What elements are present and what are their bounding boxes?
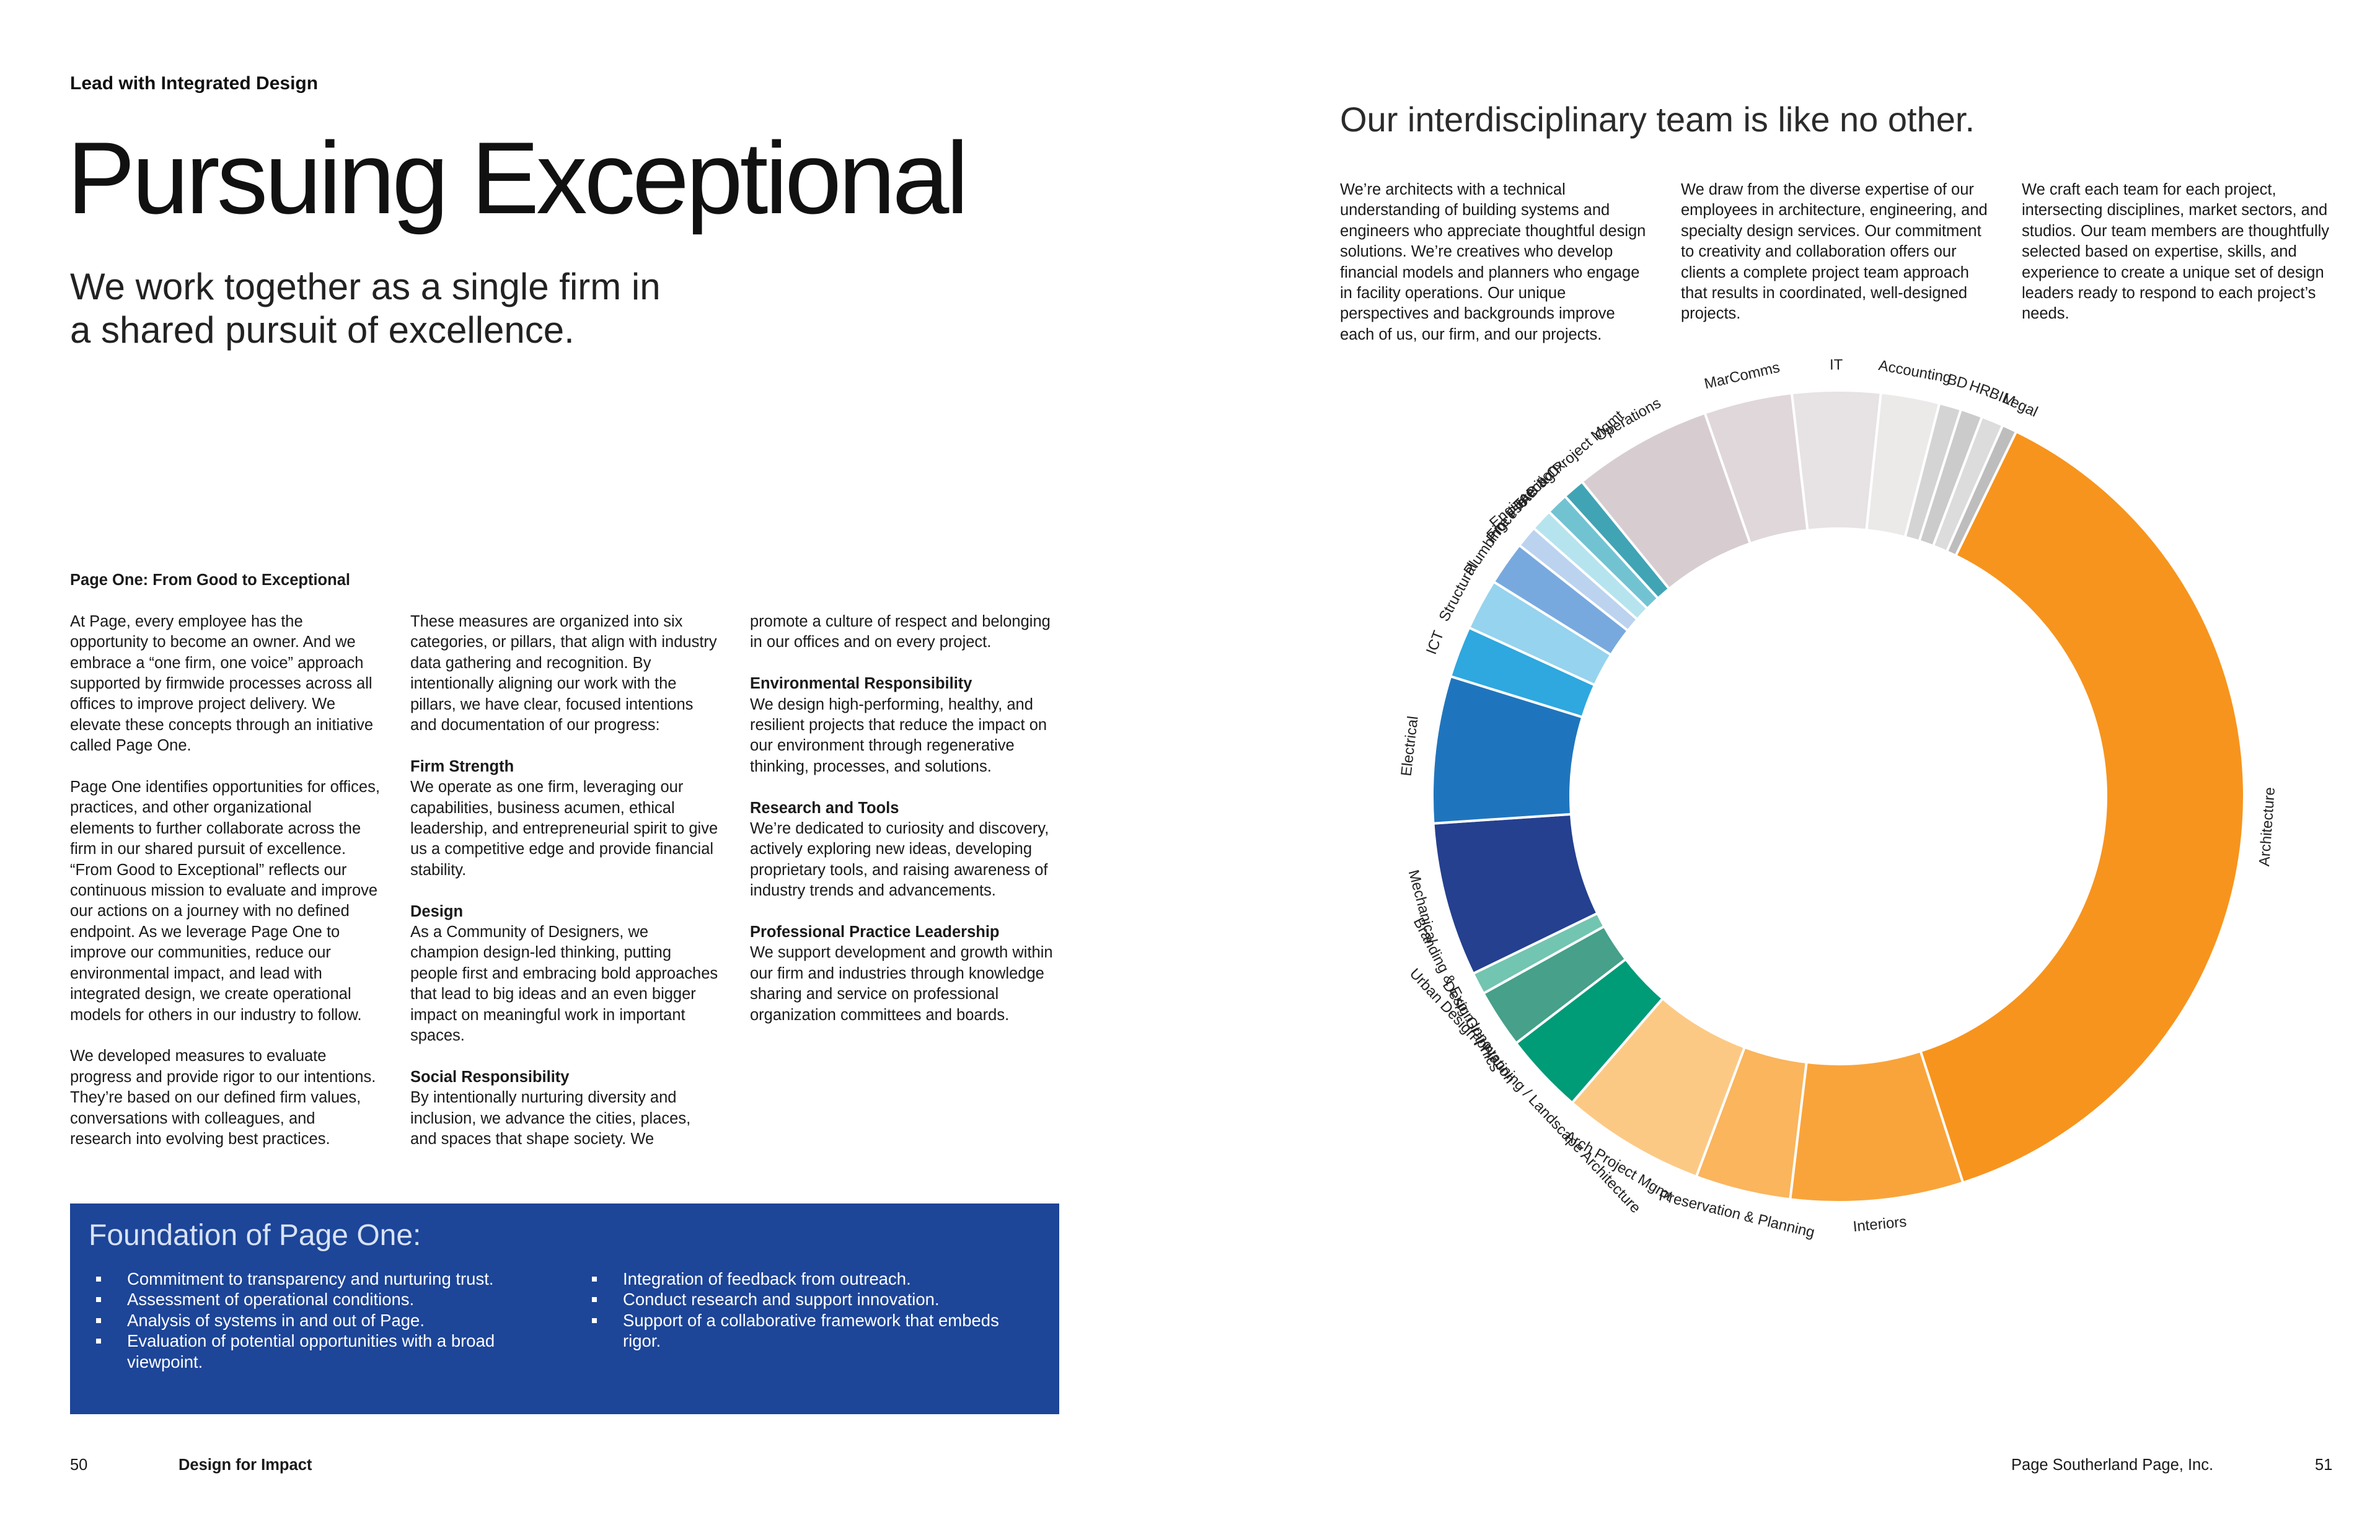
list-item: Analysis of systems in and out of Page. [89,1310,535,1331]
pillar-text: We’re dedicated to curiosity and discove… [750,820,1049,900]
page-title: Pursuing Exceptional [67,121,969,235]
pillar-research-and-tools: Research and Tools We’re dedicated to cu… [750,798,1066,902]
donut-label-bd: BD [1945,371,1969,392]
donut-label-interiors: Interiors [1852,1213,1907,1235]
page-subtitle: We work together as a single firm in a s… [70,266,661,351]
paragraph: We developed measures to evaluate progre… [70,1047,376,1148]
donut-label-ict: ICT [1423,628,1447,657]
team-title: Our interdisciplinary team is like no ot… [1340,100,1975,139]
donut-label-it: IT [1830,356,1843,373]
intro-column-3: We craft each team for each project, int… [2022,181,2330,323]
donut-label-architecture: Architecture [2256,786,2278,867]
pillar-heading: Environmental Responsibility [750,675,972,693]
pillar-text: We operate as one firm, leveraging our c… [410,778,718,879]
donut-label-accounting: Accounting [1877,357,1953,387]
pillar-heading: Professional Practice Leadership [750,923,1000,941]
paragraph: At Page, every employee has the opportun… [70,612,374,755]
foundation-list-left: Commitment to transparency and nurturing… [89,1269,535,1372]
intro-column-1: We’re architects with a technical unders… [1340,181,1646,343]
pillar-heading: Firm Strength [410,757,514,775]
donut-segment-architecture [1919,429,2246,1184]
pillar-heading: Social Responsibility [410,1068,570,1086]
list-item: Evaluation of potential opportunities wi… [89,1331,535,1372]
intro-column-2: We draw from the diverse expertise of ou… [1681,181,1988,323]
donut-label-electrical: Electrical [1398,715,1422,777]
list-item: Integration of feedback from outreach. [584,1269,1031,1289]
paragraph: Page One identifies opportunities for of… [70,778,380,1024]
donut-label-marcomms: MarComms [1703,359,1781,392]
pillar-heading: Research and Tools [750,799,899,817]
pillar-firm-strength: Firm Strength We operate as one firm, le… [410,757,720,881]
list-item: Assessment of operational conditions. [89,1289,535,1309]
list-item: Commitment to transparency and nurturing… [89,1269,535,1289]
foundation-list-right: Integration of feedback from outreach. C… [584,1269,1031,1352]
foundation-title: Foundation of Page One: [89,1219,421,1252]
paragraph: promote a culture of respect and belongi… [750,613,1051,651]
section-label: Lead with Integrated Design [70,73,319,94]
paragraph: These measures are organized into six ca… [410,613,717,734]
body-column-1: Page One: From Good to Exceptional At Pa… [70,570,380,1171]
company-name: Page Southerland Page, Inc. [2011,1456,2214,1474]
pillar-professional-practice-leadership: Professional Practice Leadership We supp… [750,922,1066,1026]
pillar-social-responsibility: Social Responsibility By intentionally n… [410,1067,720,1150]
list-item: Conduct research and support innovation. [584,1289,1031,1309]
pillar-text: We design high-performing, healthy, and … [750,695,1047,775]
publication-name: Design for Impact [178,1456,312,1474]
page-number-right: 51 [2315,1456,2333,1474]
donut-label-legal: Legal [2000,390,2040,420]
pillar-text: As a Community of Designers, we champion… [410,923,718,1045]
pillar-text: By intentionally nurturing diversity and… [410,1089,691,1148]
donut-segment-legal [1945,423,2018,558]
donut-label-mechanical: Mechanical [1405,868,1440,945]
pillar-text: We support development and growth within… [750,944,1053,1024]
foundation-box: Foundation of Page One: Commitment to tr… [70,1203,1059,1414]
body-column-3: promote a culture of respect and belongi… [750,612,1066,1046]
pillar-environmental-responsibility: Environmental Responsibility We design h… [750,674,1066,777]
body-column-2: These measures are organized into six ca… [410,612,720,1171]
page-number-left: 50 [70,1456,88,1474]
pillar-heading: Design [410,902,464,920]
pillar-design: Design As a Community of Designers, we c… [410,902,720,1047]
column-heading: Page One: From Good to Exceptional [70,571,350,589]
list-item: Support of a collaborative framework tha… [584,1310,1031,1352]
